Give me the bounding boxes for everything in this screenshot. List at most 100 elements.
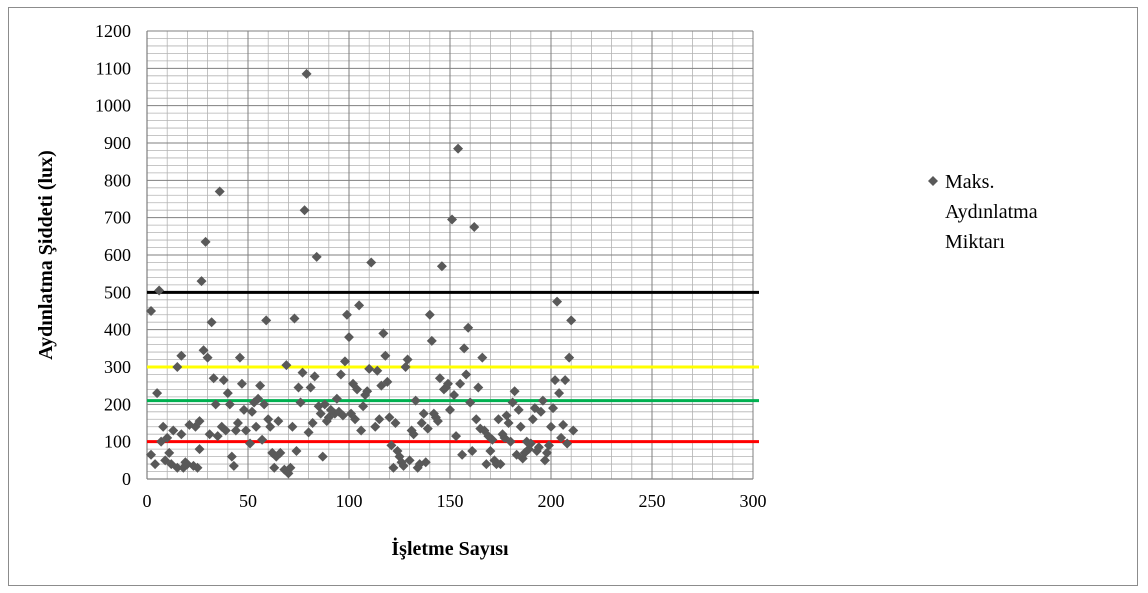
data-point xyxy=(236,378,247,389)
data-point xyxy=(352,384,363,395)
data-point xyxy=(554,388,565,399)
data-point xyxy=(158,421,169,432)
data-point xyxy=(509,386,520,397)
y-tick-labels: 0 100 200 300 400 500 600 700 800 900 1000 1100 1200 xyxy=(95,21,131,489)
data-point xyxy=(146,449,157,460)
data-point xyxy=(210,399,221,410)
data-point xyxy=(503,418,514,428)
data-point xyxy=(426,335,437,346)
x-axis-title: İşletme Sayısı xyxy=(391,536,509,560)
data-point xyxy=(378,328,389,339)
data-point xyxy=(154,285,165,296)
legend: Maks. Aydınlatma Miktarı xyxy=(928,171,1038,253)
data-point xyxy=(382,376,393,387)
data-point xyxy=(386,440,397,451)
data-point xyxy=(463,322,474,333)
data-point xyxy=(374,414,385,425)
data-point xyxy=(257,434,268,445)
data-point xyxy=(164,447,175,458)
y-tick-label: 400 xyxy=(104,320,131,340)
chart-frame xyxy=(8,7,1138,586)
data-point xyxy=(240,425,251,436)
data-point xyxy=(566,315,577,326)
data-point xyxy=(344,332,354,343)
y-tick-label: 0 xyxy=(122,469,131,489)
data-point xyxy=(556,432,567,443)
data-point xyxy=(238,404,249,415)
data-point xyxy=(273,416,284,427)
data-point xyxy=(253,393,264,404)
x-tick-label: 150 xyxy=(437,491,464,511)
data-point xyxy=(467,446,478,456)
data-point xyxy=(146,306,157,316)
data-point xyxy=(422,423,433,434)
data-point xyxy=(541,447,552,458)
data-point xyxy=(341,309,352,320)
data-point xyxy=(204,429,215,440)
data-point xyxy=(358,401,369,412)
y-tick-label: 500 xyxy=(104,282,131,302)
data-point xyxy=(453,143,464,154)
data-point xyxy=(293,382,304,393)
data-point xyxy=(408,429,419,440)
data-point xyxy=(295,397,306,408)
legend-label: Maks. xyxy=(945,171,994,193)
data-point xyxy=(537,395,548,406)
data-point xyxy=(263,414,274,425)
data-point xyxy=(303,427,314,438)
data-point xyxy=(481,459,492,470)
y-tick-label: 300 xyxy=(104,357,131,377)
data-point xyxy=(192,462,203,473)
legend-marker xyxy=(928,176,938,186)
axes xyxy=(146,31,753,480)
x-tick-label: 200 xyxy=(538,491,565,511)
data-point xyxy=(228,460,239,471)
data-point xyxy=(307,418,318,428)
data-point xyxy=(404,455,415,466)
data-point xyxy=(515,421,526,432)
data-point xyxy=(372,365,383,376)
data-point xyxy=(533,442,544,453)
data-point xyxy=(550,375,561,386)
data-point xyxy=(424,309,435,320)
data-point xyxy=(218,375,229,386)
data-point xyxy=(507,397,518,408)
data-point xyxy=(495,459,506,470)
data-point xyxy=(335,369,346,380)
data-point xyxy=(251,421,262,432)
data-point xyxy=(269,462,280,473)
data-point xyxy=(162,432,173,443)
data-points xyxy=(146,68,579,479)
data-point xyxy=(194,416,205,427)
legend-label: Miktarı xyxy=(945,231,1005,253)
data-point xyxy=(562,438,573,449)
data-point xyxy=(418,408,429,419)
data-point xyxy=(265,421,276,432)
data-point xyxy=(384,412,395,423)
data-point xyxy=(552,296,563,307)
data-point xyxy=(275,447,286,458)
data-point xyxy=(315,408,326,419)
data-point xyxy=(449,390,460,400)
data-point xyxy=(501,410,512,421)
data-point xyxy=(297,367,308,378)
data-point xyxy=(558,419,569,430)
data-point xyxy=(416,418,427,428)
data-point xyxy=(546,421,556,432)
data-point xyxy=(402,354,413,365)
y-tick-label: 900 xyxy=(104,133,131,153)
data-point xyxy=(505,436,516,447)
data-point xyxy=(354,300,365,311)
data-point xyxy=(319,399,330,410)
data-point xyxy=(445,404,455,415)
data-point xyxy=(168,425,179,436)
data-point xyxy=(451,431,462,442)
data-point xyxy=(222,388,233,399)
data-point xyxy=(487,434,498,445)
data-point xyxy=(400,362,411,372)
data-point xyxy=(513,404,524,415)
data-point xyxy=(455,378,466,389)
y-axis-title: Aydınlatma Şiddeti (lux) xyxy=(35,150,57,360)
data-point xyxy=(287,421,298,432)
